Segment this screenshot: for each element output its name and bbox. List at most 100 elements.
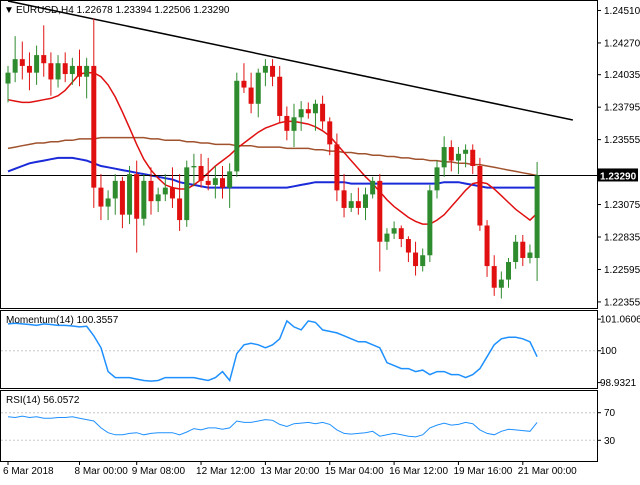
price-axis-label: 1.24035: [604, 70, 640, 81]
candle-body[interactable]: [320, 103, 326, 122]
time-axis-label: 8 Mar 00:00: [75, 466, 129, 477]
candle-body[interactable]: [91, 65, 97, 188]
candle-body[interactable]: [19, 59, 25, 66]
candle-body[interactable]: [212, 178, 218, 185]
candle-body[interactable]: [520, 241, 526, 258]
candle-body[interactable]: [284, 115, 290, 131]
candle-body[interactable]: [198, 165, 204, 181]
candle-body[interactable]: [398, 228, 404, 240]
candle-body[interactable]: [205, 180, 211, 185]
momentum-panel-frame: [0, 310, 598, 389]
candle-body[interactable]: [148, 180, 154, 202]
time-axis-label: 9 Mar 08:00: [132, 466, 186, 477]
candle-body[interactable]: [248, 87, 254, 104]
candle-body[interactable]: [162, 187, 168, 195]
candle-body[interactable]: [355, 201, 361, 208]
candle-body[interactable]: [305, 109, 311, 114]
candle-body[interactable]: [427, 190, 433, 256]
candle-body[interactable]: [327, 121, 333, 145]
candle-body[interactable]: [348, 201, 354, 208]
candle-body[interactable]: [62, 63, 68, 75]
candle-body[interactable]: [270, 65, 276, 77]
momentum-line: [7, 319, 538, 383]
candle-body[interactable]: [405, 239, 411, 253]
time-axis-label: 13 Mar 20:00: [260, 466, 319, 477]
candle-body[interactable]: [448, 147, 454, 161]
rsi-axis-label: 70: [604, 408, 616, 419]
candle-body[interactable]: [277, 76, 283, 116]
candle-body[interactable]: [184, 167, 190, 221]
rsi-axis-label: 30: [604, 436, 616, 447]
candle-body[interactable]: [434, 167, 440, 191]
candle-body[interactable]: [141, 180, 147, 219]
time-axis[interactable]: 6 Mar 2018 8 Mar 00:00 9 Mar 08:00 12 Mar 1…: [3, 461, 577, 477]
candle-body[interactable]: [177, 198, 183, 221]
candle-body[interactable]: [77, 65, 82, 77]
candle-body[interactable]: [34, 55, 40, 73]
candle-body[interactable]: [255, 72, 261, 104]
candle-body[interactable]: [498, 279, 504, 288]
candle-body[interactable]: [262, 65, 268, 73]
candle-body[interactable]: [506, 262, 511, 280]
candle-body[interactable]: [84, 65, 90, 77]
price-axis-label: 1.23795: [604, 103, 640, 114]
current-price-tag: [598, 168, 638, 182]
candle-body[interactable]: [98, 187, 104, 207]
candle-body[interactable]: [191, 165, 197, 168]
candle-body[interactable]: [420, 255, 426, 267]
rsi-panel-frame: [0, 390, 598, 462]
candle-body[interactable]: [134, 174, 140, 219]
candle-body[interactable]: [119, 180, 125, 215]
price-axis[interactable]: 1.24510 1.24270 1.24035 1.23795 1.23555 1.230…: [597, 6, 640, 447]
candles-layer[interactable]: [5, 18, 540, 299]
candle-body[interactable]: [169, 187, 175, 199]
candle-body[interactable]: [26, 65, 32, 73]
candle-body[interactable]: [370, 180, 376, 195]
candle-body[interactable]: [491, 266, 497, 288]
candle-body[interactable]: [105, 198, 111, 207]
candle-body[interactable]: [377, 180, 383, 242]
candle-body[interactable]: [69, 65, 75, 75]
candle-body[interactable]: [341, 190, 347, 208]
candle-body[interactable]: [413, 252, 419, 267]
candle-body[interactable]: [291, 117, 297, 131]
candle-body[interactable]: [227, 171, 233, 188]
candle-body[interactable]: [463, 149, 469, 154]
main-panel-frame: [0, 0, 598, 309]
candle-body[interactable]: [234, 80, 240, 172]
candle-body[interactable]: [513, 241, 519, 263]
candle-body[interactable]: [127, 174, 133, 215]
candle-body[interactable]: [441, 147, 447, 168]
candle-body[interactable]: [477, 165, 483, 226]
candle-body[interactable]: [155, 194, 161, 202]
trendline[interactable]: [7, 0, 574, 121]
candle-body[interactable]: [5, 72, 11, 84]
candle-body[interactable]: [220, 178, 225, 188]
candle-body[interactable]: [298, 109, 304, 118]
candle-body[interactable]: [112, 180, 118, 199]
candle-body[interactable]: [384, 233, 390, 242]
candle-body[interactable]: [241, 80, 247, 88]
candle-body[interactable]: [455, 153, 461, 161]
candle-body[interactable]: [527, 252, 533, 258]
candle-body[interactable]: [55, 63, 61, 80]
candle-body[interactable]: [534, 175, 540, 258]
candle-body[interactable]: [334, 144, 340, 191]
candle-body[interactable]: [363, 194, 368, 208]
grid-layer: [1, 350, 597, 441]
rsi-label: RSI(14) 56.0572: [6, 395, 80, 406]
oscillator-layer: [7, 319, 538, 438]
candle-body[interactable]: [484, 225, 490, 267]
header-arrow-icon[interactable]: ▼: [4, 5, 14, 16]
candle-body[interactable]: [470, 149, 476, 166]
candle-body[interactable]: [12, 59, 18, 73]
candle-body[interactable]: [41, 55, 47, 64]
candle-body[interactable]: [312, 103, 318, 114]
momentum-label: Momentum(14) 100.3557: [6, 315, 119, 326]
time-axis-label: 19 Mar 16:00: [453, 466, 512, 477]
candle-body[interactable]: [48, 63, 54, 80]
price-axis-label: 1.22595: [604, 265, 640, 276]
candle-body[interactable]: [391, 228, 397, 234]
